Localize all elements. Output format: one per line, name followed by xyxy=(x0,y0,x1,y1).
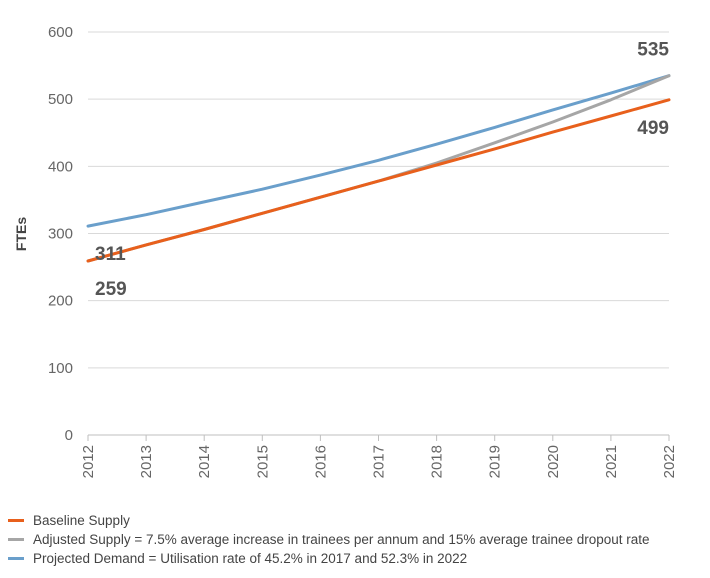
y-axis-label: FTEs xyxy=(13,217,29,251)
legend-swatch xyxy=(8,537,24,541)
y-tick-label: 200 xyxy=(48,293,73,310)
x-tick-label: 2014 xyxy=(196,445,213,478)
legend-swatch xyxy=(8,556,24,560)
legend-swatch xyxy=(8,518,24,522)
x-axis xyxy=(87,434,670,441)
legend-item: Adjusted Supply = 7.5% average increase … xyxy=(8,530,708,548)
y-tick-label: 400 xyxy=(48,158,73,175)
x-tick-label: 2017 xyxy=(371,445,388,478)
data-label: 535 xyxy=(637,40,669,61)
y-tick-label: 500 xyxy=(48,91,73,108)
series-line-2 xyxy=(86,74,671,228)
x-tick-label: 2020 xyxy=(545,445,562,478)
legend-label: Projected Demand = Utilisation rate of 4… xyxy=(33,550,468,566)
data-label: 259 xyxy=(95,279,127,300)
y-tick-label: 300 xyxy=(48,226,73,243)
x-tick-label: 2018 xyxy=(429,445,446,478)
y-tick-label: 0 xyxy=(65,427,73,444)
y-axis-ticks: 0 100 200 300 400 500 600 xyxy=(48,24,73,444)
x-tick-label: 2012 xyxy=(80,445,97,478)
data-label: 499 xyxy=(637,118,669,139)
x-tick-label: 2016 xyxy=(312,445,329,478)
x-tick-label: 2013 xyxy=(138,445,155,478)
legend-label: Baseline Supply xyxy=(33,512,130,528)
legend-item: Baseline Supply xyxy=(8,511,708,529)
y-tick-label: 600 xyxy=(48,24,73,41)
series-line-0 xyxy=(86,98,671,263)
x-tick-label: 2019 xyxy=(487,445,504,478)
gridlines xyxy=(88,31,669,369)
series-lines xyxy=(86,74,671,263)
x-tick-label: 2015 xyxy=(254,445,271,478)
data-labels: 311 259 535 499 xyxy=(95,40,669,300)
x-axis-ticks: 2012 2013 2014 2015 2016 2017 2018 2019 2020 2021… xyxy=(80,445,678,478)
legend-item: Projected Demand = Utilisation rate of 4… xyxy=(8,549,708,567)
data-label: 311 xyxy=(95,244,126,265)
x-tick-label: 2021 xyxy=(603,445,620,478)
legend: Baseline Supply Adjusted Supply = 7.5% av… xyxy=(8,511,708,568)
y-tick-label: 100 xyxy=(48,360,73,377)
legend-label: Adjusted Supply = 7.5% average increase … xyxy=(33,531,650,547)
x-tick-label: 2022 xyxy=(661,445,678,478)
line-chart: 0 100 200 300 400 500 600 2012 2013 2014 2015 2016… xyxy=(13,24,678,478)
